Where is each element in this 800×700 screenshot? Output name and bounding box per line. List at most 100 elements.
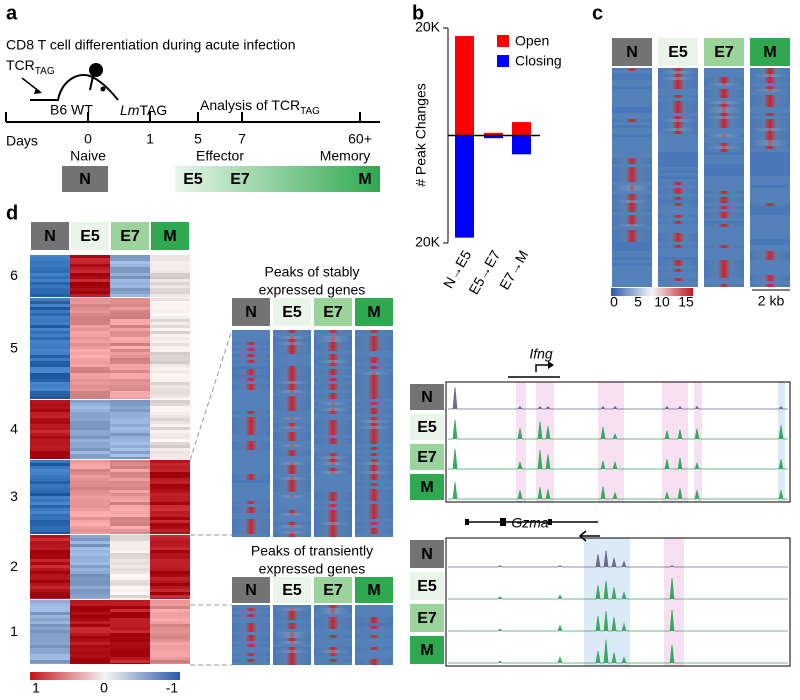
heatmap-row bbox=[150, 337, 190, 340]
heatmap-row bbox=[70, 361, 110, 364]
heatmap-row bbox=[70, 511, 110, 514]
heatmap-row bbox=[355, 441, 393, 444]
heatmap-row bbox=[273, 462, 311, 465]
heatmap-row bbox=[704, 158, 744, 161]
heatmap-row bbox=[273, 608, 311, 611]
heatmap-row bbox=[273, 528, 311, 531]
heatmap-row bbox=[110, 490, 150, 493]
heatmap-row bbox=[273, 504, 311, 507]
heatmap-row bbox=[355, 492, 393, 495]
heatmap-row bbox=[273, 351, 311, 354]
heatmap-row bbox=[110, 367, 150, 370]
stage-box bbox=[232, 577, 270, 603]
heatmap-row bbox=[30, 313, 70, 316]
heatmap-row bbox=[70, 367, 110, 370]
heatmap-row bbox=[750, 122, 790, 125]
heatmap-row bbox=[70, 276, 110, 279]
heatmap-row bbox=[70, 624, 110, 627]
stage-label: E7 bbox=[120, 228, 140, 245]
cluster-label: 6 bbox=[10, 267, 18, 283]
heatmap-row bbox=[70, 352, 110, 355]
heatmap-row bbox=[704, 134, 744, 137]
heatmap-row bbox=[273, 354, 311, 357]
heatmap-row bbox=[750, 221, 790, 224]
heatmap-row bbox=[658, 170, 698, 173]
heatmap-row bbox=[232, 498, 270, 501]
heatmap-row bbox=[70, 270, 110, 273]
heatmap-row bbox=[150, 394, 190, 397]
heatmap-row bbox=[314, 650, 352, 653]
heatmap-row bbox=[704, 230, 744, 233]
heatmap-row bbox=[150, 508, 190, 511]
heatmap-row bbox=[704, 248, 744, 251]
heatmap-row bbox=[704, 140, 744, 143]
heatmap-row bbox=[30, 346, 70, 349]
heatmap-row bbox=[110, 600, 150, 603]
heatmap-row bbox=[110, 270, 150, 273]
colorbar-tick: 1 bbox=[32, 680, 40, 695]
heatmap-row bbox=[314, 614, 352, 617]
heatmap-row bbox=[30, 316, 70, 319]
heatmap-row bbox=[30, 421, 70, 424]
exon bbox=[548, 519, 552, 525]
heatmap-row bbox=[355, 650, 393, 653]
y-tick-label: 20K bbox=[415, 234, 441, 250]
heatmap-row bbox=[232, 423, 270, 426]
highlight bbox=[778, 382, 785, 502]
heatmap-row bbox=[150, 556, 190, 559]
heatmap-row bbox=[658, 119, 698, 122]
heatmap-row bbox=[232, 608, 270, 611]
heatmap-row bbox=[704, 98, 744, 101]
heatmap-row bbox=[314, 354, 352, 357]
heatmap-row bbox=[658, 98, 698, 101]
heatmap-row bbox=[355, 444, 393, 447]
stage-label: E7 bbox=[323, 304, 343, 321]
heatmap-row bbox=[110, 322, 150, 325]
heatmap-row bbox=[314, 396, 352, 399]
heatmap-row bbox=[750, 125, 790, 128]
heatmap-row bbox=[355, 483, 393, 486]
heatmap-row bbox=[232, 453, 270, 456]
heatmap-row bbox=[110, 294, 150, 297]
heatmap-row bbox=[30, 499, 70, 502]
heatmap-row bbox=[273, 650, 311, 653]
heatmap-row bbox=[314, 366, 352, 369]
pathogen bbox=[89, 63, 103, 77]
heatmap-row bbox=[273, 459, 311, 462]
y-axis-label: # Peak Changes bbox=[413, 83, 429, 187]
heatmap-row bbox=[70, 592, 110, 595]
heatmap-row bbox=[150, 313, 190, 316]
legend-label: Open bbox=[515, 33, 549, 49]
heatmap-row bbox=[232, 477, 270, 480]
cluster-label: 2 bbox=[10, 558, 18, 574]
heatmap-row bbox=[658, 281, 698, 284]
heatmap-row bbox=[750, 83, 790, 86]
heatmap-row bbox=[355, 614, 393, 617]
heatmap-row bbox=[30, 288, 70, 291]
heatmap-row bbox=[232, 339, 270, 342]
heatmap-row bbox=[232, 629, 270, 632]
heatmap-row bbox=[150, 439, 190, 442]
heatmap-row bbox=[232, 384, 270, 387]
heatmap-row bbox=[150, 472, 190, 475]
stage-box bbox=[355, 577, 393, 603]
heatmap-row bbox=[30, 385, 70, 388]
stage-label: E5 bbox=[417, 578, 437, 595]
heatmap-row bbox=[30, 328, 70, 331]
heatmap-row bbox=[314, 345, 352, 348]
heatmap-row bbox=[612, 245, 652, 248]
heatmap-row bbox=[30, 618, 70, 621]
heatmap-row bbox=[232, 611, 270, 614]
heatmap-row bbox=[658, 266, 698, 269]
heatmap-row bbox=[110, 612, 150, 615]
heatmap-row bbox=[704, 149, 744, 152]
heatmap-row bbox=[70, 642, 110, 645]
heatmap-row bbox=[314, 617, 352, 620]
heatmap-row bbox=[273, 402, 311, 405]
heatmap-row bbox=[30, 481, 70, 484]
highlight bbox=[536, 382, 554, 502]
heatmap-row bbox=[314, 623, 352, 626]
heatmap-row bbox=[30, 609, 70, 612]
heatmap-row bbox=[150, 636, 190, 639]
heatmap-row bbox=[612, 239, 652, 242]
